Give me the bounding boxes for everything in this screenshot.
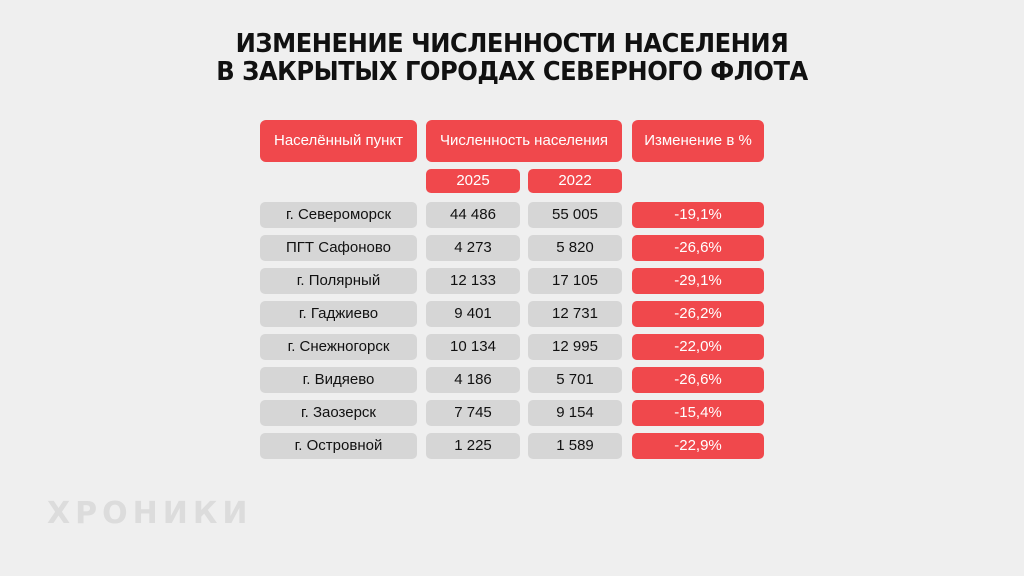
population-2022-cell: 12 995 xyxy=(528,334,622,360)
population-2022-cell: 55 005 xyxy=(528,202,622,228)
population-2025-cell: 10 134 xyxy=(426,334,520,360)
settlement-cell: г. Островной xyxy=(260,433,417,459)
change-percent-cell: -15,4% xyxy=(632,400,764,426)
population-2022-cell: 9 154 xyxy=(528,400,622,426)
population-2022-cell: 5 820 xyxy=(528,235,622,261)
header-year-2022: 2022 xyxy=(528,169,622,193)
population-2025-cell: 4 186 xyxy=(426,367,520,393)
population-2025-cell: 4 273 xyxy=(426,235,520,261)
settlement-cell: г. Полярный xyxy=(260,268,417,294)
population-2022-cell: 1 589 xyxy=(528,433,622,459)
population-2022-cell: 5 701 xyxy=(528,367,622,393)
population-2025-cell: 1 225 xyxy=(426,433,520,459)
chart-title-line-2: В ЗАКРЫТЫХ ГОРОДАХ СЕВЕРНОГО ФЛОТА xyxy=(216,57,808,87)
chart-title-line-1: ИЗМЕНЕНИЕ ЧИСЛЕННОСТИ НАСЕЛЕНИЯ xyxy=(235,29,789,59)
population-2025-cell: 9 401 xyxy=(426,301,520,327)
header-settlement: Населённый пункт xyxy=(260,120,417,162)
settlement-cell: г. Видяево xyxy=(260,367,417,393)
header-population: Численность населения xyxy=(426,120,622,162)
population-2022-cell: 12 731 xyxy=(528,301,622,327)
change-percent-cell: -26,2% xyxy=(632,301,764,327)
settlement-cell: г. Заозерск xyxy=(260,400,417,426)
logo: ХРОНИКИ xyxy=(47,496,253,531)
chart-title: ИЗМЕНЕНИЕ ЧИСЛЕННОСТИ НАСЕЛЕНИЯ В ЗАКРЫТ… xyxy=(36,30,988,86)
change-percent-cell: -19,1% xyxy=(632,202,764,228)
settlement-cell: г. Снежногорск xyxy=(260,334,417,360)
settlement-cell: ПГТ Сафоново xyxy=(260,235,417,261)
change-percent-cell: -22,0% xyxy=(632,334,764,360)
header-year-2025: 2025 xyxy=(426,169,520,193)
population-2025-cell: 44 486 xyxy=(426,202,520,228)
change-percent-cell: -22,9% xyxy=(632,433,764,459)
change-percent-cell: -26,6% xyxy=(632,367,764,393)
population-2025-cell: 12 133 xyxy=(426,268,520,294)
change-percent-cell: -26,6% xyxy=(632,235,764,261)
population-2025-cell: 7 745 xyxy=(426,400,520,426)
settlement-cell: г. Гаджиево xyxy=(260,301,417,327)
change-percent-cell: -29,1% xyxy=(632,268,764,294)
population-2022-cell: 17 105 xyxy=(528,268,622,294)
settlement-cell: г. Североморск xyxy=(260,202,417,228)
header-change: Изменение в % xyxy=(632,120,764,162)
